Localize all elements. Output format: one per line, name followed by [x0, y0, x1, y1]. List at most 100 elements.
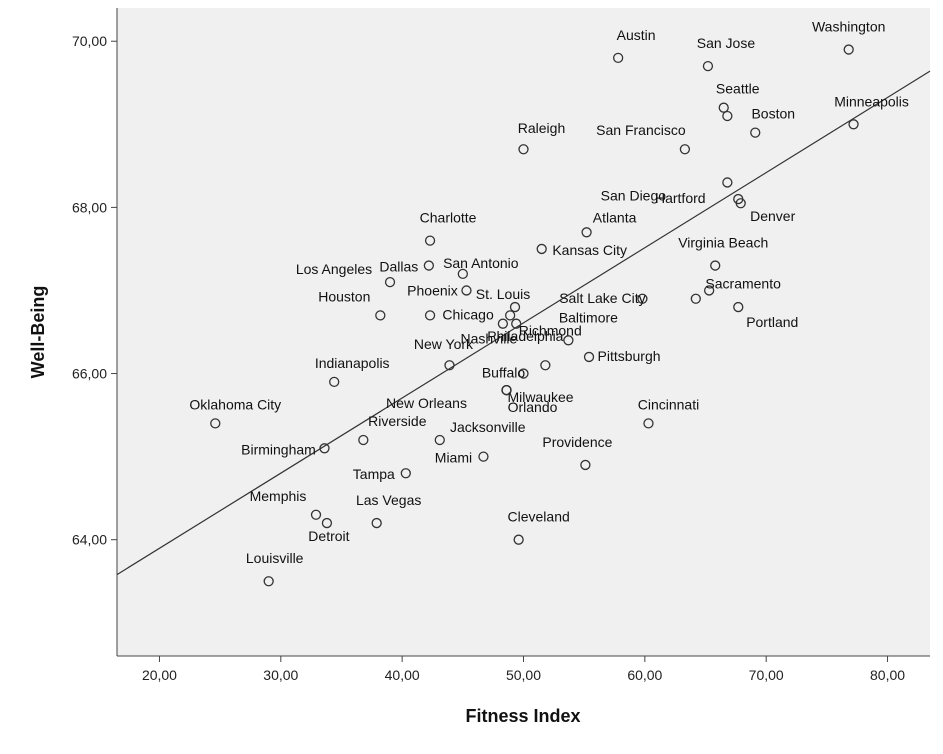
x-tick-label: 40,00	[385, 667, 420, 683]
point-label: New York	[414, 336, 474, 352]
data-point	[384, 277, 396, 288]
fit-line-group	[116, 70, 931, 576]
point-label: Detroit	[308, 528, 349, 544]
data-point	[444, 360, 455, 371]
x-tick-label: 20,00	[142, 667, 177, 683]
x-tick-label: 80,00	[870, 667, 905, 683]
point-label: Miami	[435, 450, 472, 466]
data-points	[210, 44, 859, 587]
y-tick-label: 66,00	[72, 366, 107, 382]
point-label: Louisville	[246, 550, 304, 566]
data-point	[263, 576, 274, 587]
data-point	[581, 227, 592, 238]
data-point	[848, 119, 859, 130]
data-point	[319, 443, 330, 454]
data-point	[612, 52, 624, 63]
point-label: Orlando	[508, 399, 558, 415]
data-point	[371, 517, 382, 529]
data-point	[434, 434, 445, 446]
point-label: Boston	[751, 106, 795, 122]
data-point	[702, 61, 714, 72]
data-point	[461, 285, 472, 296]
data-point	[457, 268, 468, 279]
point-label: Denver	[750, 208, 795, 224]
data-point	[690, 293, 701, 304]
point-label: Los Angeles	[296, 261, 372, 277]
data-point	[511, 318, 522, 329]
point-label: Riverside	[368, 413, 427, 429]
y-tick-label: 68,00	[72, 199, 107, 215]
point-label: Dallas	[379, 259, 418, 275]
x-tick-label: 70,00	[749, 667, 784, 683]
data-point	[643, 418, 654, 429]
point-label: Salt Lake City	[559, 290, 645, 306]
data-point	[540, 360, 551, 371]
point-label: Charlotte	[420, 210, 477, 226]
point-label: Pittsburgh	[598, 348, 661, 364]
point-label: Oklahoma City	[189, 396, 281, 412]
data-point	[750, 127, 761, 138]
point-label: San Jose	[697, 35, 756, 51]
data-point	[733, 301, 744, 313]
data-point	[424, 235, 436, 246]
point-label: Cleveland	[508, 509, 570, 525]
data-point	[478, 451, 489, 462]
point-label: Austin	[617, 27, 656, 43]
point-label: Indianapolis	[315, 355, 390, 371]
point-label: Sacramento	[705, 275, 781, 291]
plot-area	[117, 8, 930, 656]
x-axis-ticks: 20,00 30,00 40,00 50,00 60,00 70,00 80,00	[142, 656, 905, 683]
x-axis-title: Fitness Index	[465, 706, 580, 726]
data-point	[358, 434, 369, 446]
x-tick-label: 50,00	[506, 667, 541, 683]
point-label: Minneapolis	[834, 93, 909, 109]
data-point	[505, 310, 516, 321]
point-label: Seattle	[716, 81, 760, 97]
data-point	[375, 310, 386, 321]
data-point	[329, 376, 340, 387]
point-label: New Orleans	[386, 395, 467, 411]
data-point	[843, 44, 854, 55]
point-label: Richmond	[519, 323, 582, 339]
point-label: Hartford	[655, 190, 706, 206]
y-tick-label: 64,00	[72, 532, 107, 548]
point-label: Nashville	[460, 331, 517, 347]
point-label: Phoenix	[407, 282, 458, 298]
data-point	[321, 517, 333, 529]
point-label: Tampa	[353, 466, 395, 482]
point-label: San Diego	[601, 187, 667, 203]
point-label: Houston	[318, 288, 370, 304]
point-label: Atlanta	[593, 209, 637, 225]
data-point	[583, 351, 595, 363]
point-label: Chicago	[442, 306, 494, 322]
data-point	[563, 335, 574, 346]
point-label: San Francisco	[596, 122, 686, 138]
data-point	[513, 534, 524, 545]
data-point	[704, 285, 715, 296]
data-point	[722, 110, 733, 122]
point-labels: Washington Austin San Jose Seattle Boston Min…	[189, 19, 909, 567]
point-label: Providence	[542, 434, 612, 450]
point-label: Jacksonville	[450, 419, 526, 435]
point-label: St. Louis	[476, 286, 530, 302]
point-label: Philadelphia	[487, 328, 563, 344]
point-label: Baltimore	[559, 309, 618, 325]
y-axis-ticks: 64,00 66,00 68,00 70,00	[72, 33, 117, 548]
data-point	[497, 318, 509, 329]
y-axis-title: Well-Being	[28, 286, 48, 379]
fit-line	[116, 70, 931, 576]
point-label: Kansas City	[552, 242, 627, 258]
data-point	[210, 418, 221, 429]
data-point	[637, 293, 648, 304]
data-point	[710, 260, 721, 271]
data-point	[501, 385, 512, 396]
data-point	[718, 102, 729, 113]
data-point	[722, 177, 733, 188]
point-label: Virginia Beach	[678, 235, 768, 251]
data-point	[735, 198, 746, 209]
point-label: Raleigh	[518, 120, 565, 136]
data-point	[518, 144, 529, 155]
data-point	[509, 301, 521, 313]
x-tick-label: 60,00	[627, 667, 662, 683]
